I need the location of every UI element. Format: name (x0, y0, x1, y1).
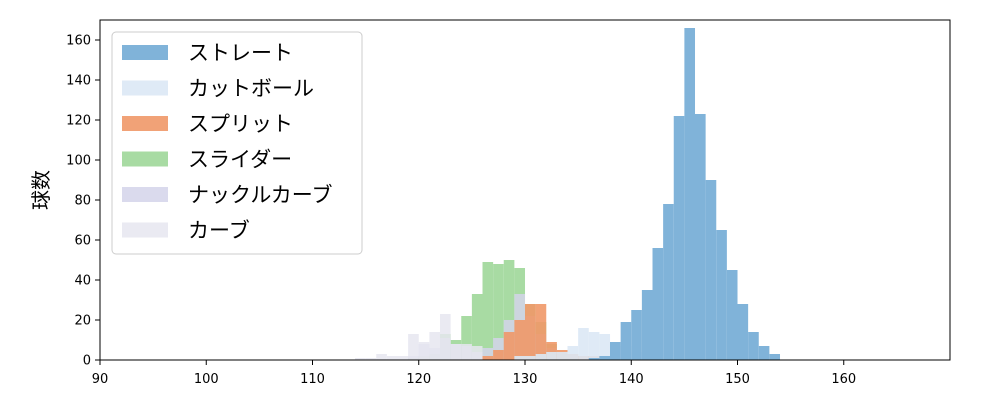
y-tick-label: 60 (74, 234, 91, 249)
histogram-bar (429, 332, 441, 360)
bars-layer (355, 28, 781, 360)
x-tick-label: 150 (725, 372, 750, 387)
histogram-bar (376, 354, 387, 360)
x-tick-label: 160 (831, 372, 856, 387)
histogram-bar (769, 354, 781, 360)
legend-swatch (122, 222, 168, 238)
histogram-bar (365, 358, 377, 360)
histogram-bar (599, 334, 611, 360)
histogram-bar (471, 346, 483, 360)
histogram-bar (726, 270, 738, 360)
histogram-bar (695, 114, 706, 360)
histogram-bar (514, 320, 526, 360)
histogram-bar (716, 230, 727, 360)
x-tick-label: 100 (194, 372, 219, 387)
histogram-bar (620, 322, 632, 360)
histogram-bar (535, 354, 547, 360)
histogram-bar (461, 344, 472, 360)
legend-label: スライダー (188, 148, 292, 172)
histogram-bar (461, 316, 472, 360)
histogram-bar (386, 356, 398, 360)
x-axis: 90 100 110 120 130 140 150 160 (92, 360, 856, 387)
histogram-bar (631, 310, 642, 360)
histogram-bar (482, 262, 494, 360)
histogram-bar (535, 304, 547, 360)
histogram-bar (482, 356, 494, 360)
y-tick-label: 0 (83, 354, 91, 369)
histogram-bar (493, 264, 504, 360)
histogram-bar (684, 28, 696, 360)
y-tick-label: 120 (66, 114, 91, 129)
histogram-bar (748, 332, 759, 360)
y-tick-label: 80 (74, 194, 91, 209)
y-tick-label: 20 (74, 314, 91, 329)
histogram-bar (588, 358, 600, 360)
histogram-bar (525, 356, 536, 360)
legend-label: カットボール (188, 77, 314, 101)
y-tick-label: 40 (74, 274, 91, 289)
histogram-bar (408, 334, 419, 360)
histogram-bar (652, 248, 664, 360)
legend-swatch (122, 187, 168, 202)
legend-box (111, 31, 363, 255)
histogram-bar (758, 346, 770, 360)
histogram-bar (525, 304, 536, 360)
histogram-bar (493, 338, 504, 360)
histogram-bar (397, 356, 409, 360)
histogram-bar (514, 356, 526, 360)
histogram-bar (641, 290, 653, 360)
histogram-bar (503, 332, 515, 360)
histogram-bar (546, 342, 557, 360)
x-tick-label: 90 (92, 372, 109, 387)
legend-swatch (122, 116, 168, 131)
x-tick-label: 130 (513, 372, 538, 387)
histogram-bar (503, 260, 515, 360)
y-tick-label: 100 (66, 154, 91, 169)
y-tick-label: 140 (66, 74, 91, 89)
legend-label: スプリット (188, 112, 293, 136)
legend-label: カーブ (188, 219, 250, 243)
histogram-bar (493, 350, 504, 360)
legend-swatch (122, 151, 168, 167)
histogram-bar (450, 344, 462, 360)
histogram-bar (673, 116, 685, 360)
legend-label: ナックルカーブ (188, 183, 332, 207)
y-axis-label: 球数 (29, 170, 53, 210)
histogram-bar (482, 348, 494, 360)
histogram-bar (737, 304, 749, 360)
legend-swatch (122, 45, 168, 60)
y-axis: 0 20 40 60 80 100 120 140 160 (66, 34, 100, 369)
series-5 (588, 28, 781, 360)
histogram-bar (440, 314, 451, 360)
histogram-bar (567, 346, 579, 360)
histogram-bar (588, 332, 600, 360)
x-tick-label: 120 (406, 372, 431, 387)
histogram-bar (705, 180, 717, 360)
histogram-bar (599, 356, 611, 360)
histogram-bar (471, 294, 483, 360)
y-tick-label: 160 (66, 34, 91, 49)
histogram-bar (546, 352, 557, 360)
histogram-bar (355, 358, 366, 360)
histogram-bar (610, 342, 621, 360)
x-tick-label: 110 (300, 372, 325, 387)
legend-swatch (122, 80, 168, 96)
series-3 (355, 314, 483, 360)
x-tick-label: 140 (619, 372, 644, 387)
histogram-bar (556, 352, 568, 360)
histogram-bar (663, 204, 674, 360)
legend-label: ストレート (188, 41, 293, 65)
histogram-bar (418, 342, 430, 360)
histogram-bar (578, 328, 589, 360)
